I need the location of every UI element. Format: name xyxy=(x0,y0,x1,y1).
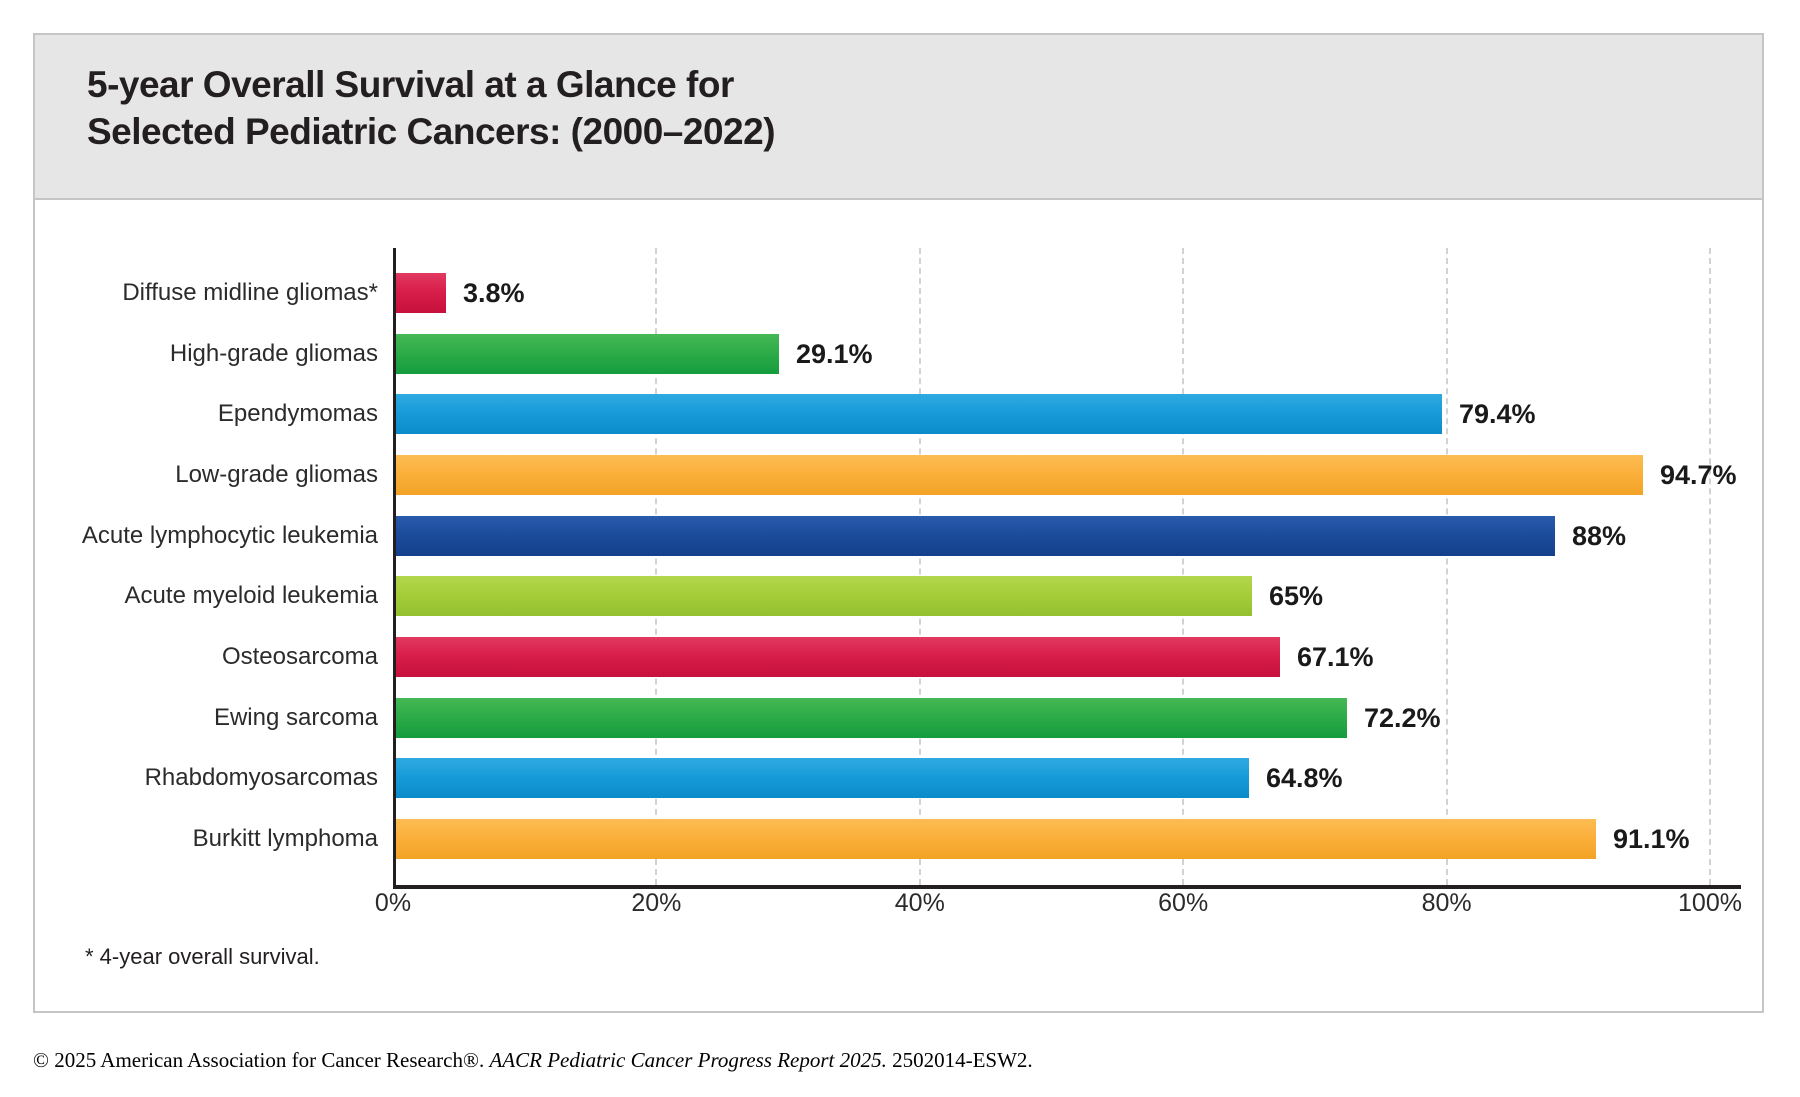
gridline-60% xyxy=(1182,248,1185,885)
bar xyxy=(396,819,1596,860)
chart-title-line2: Selected Pediatric Cancers: (2000–2022) xyxy=(87,111,776,152)
x-tick-label-60%: 60% xyxy=(1158,889,1209,917)
bar xyxy=(396,576,1252,617)
bar xyxy=(396,394,1442,435)
category-label: Low-grade gliomas xyxy=(175,461,378,488)
category-label: High-grade gliomas xyxy=(169,339,378,367)
x-axis-line xyxy=(393,885,1741,889)
gridline-100% xyxy=(1709,248,1711,885)
bar xyxy=(396,637,1280,678)
gridline-40% xyxy=(918,248,921,885)
value-label: 64.8% xyxy=(1266,763,1343,794)
value-label: 88% xyxy=(1572,520,1627,551)
value-label: 91.1% xyxy=(1613,824,1690,855)
category-label: Osteosarcoma xyxy=(221,643,378,671)
value-label: 65% xyxy=(1269,581,1324,612)
bar xyxy=(396,697,1347,738)
category-label: Acute lymphocytic leukemia xyxy=(81,521,378,549)
gridline-80% xyxy=(1445,248,1448,885)
x-tick-label-80%: 80% xyxy=(1421,889,1472,917)
bar xyxy=(396,758,1249,799)
x-tick-label-20%: 20% xyxy=(631,889,682,917)
category-label: Ewing sarcoma xyxy=(213,703,378,731)
gridline-20% xyxy=(655,248,658,885)
x-tick-label-100%: 100% xyxy=(1678,889,1742,917)
category-label: Rhabdomyosarcomas xyxy=(144,764,378,792)
value-label: 72.2% xyxy=(1364,702,1441,733)
category-label: Acute myeloid leukemia xyxy=(124,582,378,610)
copyright-line: © 2025 American Association for Cancer R… xyxy=(33,1048,1033,1073)
value-label: 3.8% xyxy=(463,278,525,308)
category-label: Diffuse midline gliomas* xyxy=(122,279,378,306)
footnote: * 4-year overall survival. xyxy=(85,944,320,969)
chart-title: 5-year Overall Survival at a Glance for … xyxy=(87,61,776,155)
category-label: Ependymomas xyxy=(217,400,378,428)
value-label: 94.7% xyxy=(1660,460,1737,490)
copyright-text: © 2025 American Association for Cancer R… xyxy=(33,1048,490,1072)
bar xyxy=(396,515,1555,556)
chart-title-line1: 5-year Overall Survival at a Glance for xyxy=(87,64,734,105)
y-axis-line xyxy=(393,248,396,887)
title-band: 5-year Overall Survival at a Glance for … xyxy=(35,35,1762,200)
value-label: 67.1% xyxy=(1297,642,1374,673)
x-tick-label-40%: 40% xyxy=(894,889,945,917)
document-code: 2502014-ESW2. xyxy=(886,1048,1033,1072)
value-label: 29.1% xyxy=(796,338,873,369)
category-label: Burkitt lymphoma xyxy=(192,825,378,853)
bar xyxy=(396,273,446,313)
report-title-italic: AACR Pediatric Cancer Progress Report 20… xyxy=(489,1048,887,1072)
x-tick-label-0%: 0% xyxy=(374,889,412,917)
value-label: 79.4% xyxy=(1459,399,1536,430)
bar xyxy=(396,455,1643,495)
bar xyxy=(396,333,779,374)
